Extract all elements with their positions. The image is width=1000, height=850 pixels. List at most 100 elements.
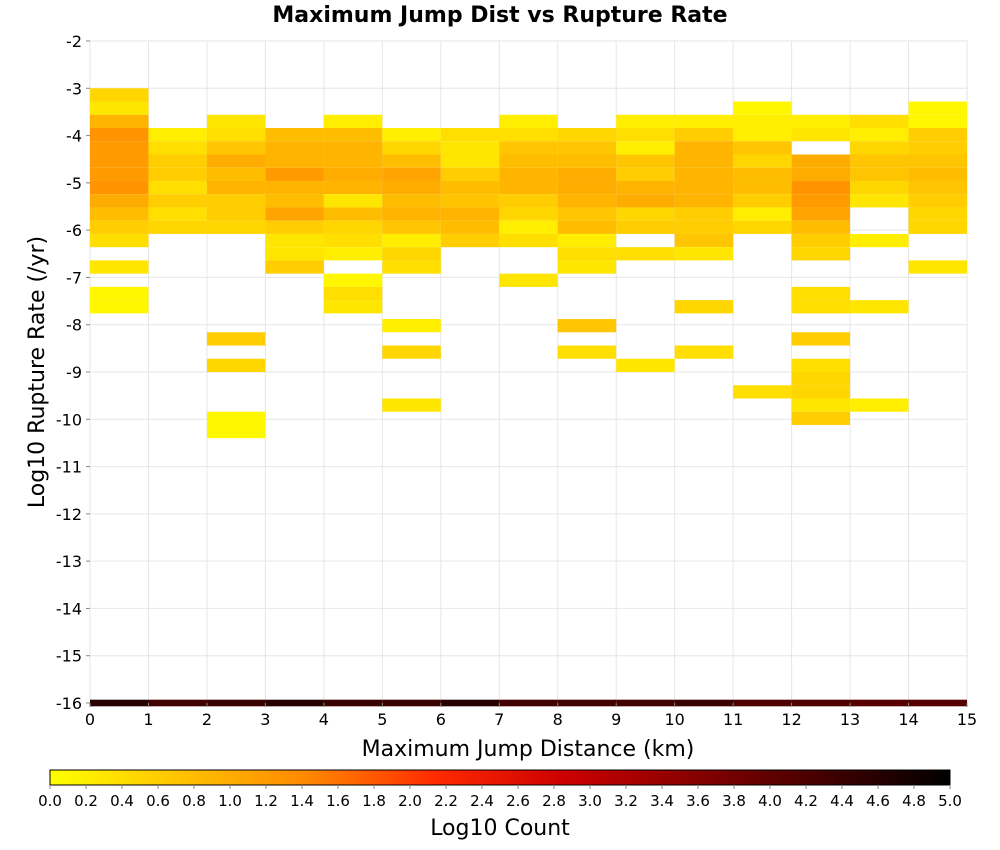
heatmap-cell <box>323 114 383 129</box>
heatmap-cell <box>265 233 324 248</box>
heatmap-cell <box>499 194 558 208</box>
heatmap-cell <box>265 247 324 261</box>
chart-title: Maximum Jump Dist vs Rupture Rate <box>272 3 727 28</box>
heatmap-cell <box>499 207 558 221</box>
heatmap-cell <box>90 207 149 221</box>
heatmap-cell <box>908 207 967 221</box>
heatmap-cell-bottom <box>674 699 734 707</box>
heatmap-cell <box>440 233 500 248</box>
heatmap-cell <box>733 154 792 168</box>
y-tick-label: -16 <box>56 694 82 713</box>
x-tick-label: 11 <box>723 710 743 729</box>
heatmap-cell <box>323 273 383 287</box>
heatmap-cell <box>791 411 851 425</box>
heatmap-cell <box>148 128 207 142</box>
heatmap-cell <box>440 194 500 208</box>
heatmap-cell <box>90 233 149 248</box>
heatmap-cell <box>90 286 149 301</box>
heatmap-cell <box>382 319 441 333</box>
heatmap-cell <box>265 220 324 234</box>
heatmap-cell <box>90 128 149 142</box>
heatmap-cell <box>382 154 441 168</box>
y-tick-label: -6 <box>66 221 82 240</box>
x-tick-label: 13 <box>840 710 860 729</box>
y-axis-title: Log10 Rupture Rate (/yr) <box>25 236 50 508</box>
heatmap-cell <box>440 167 500 181</box>
heatmap-cell <box>674 141 734 155</box>
heatmap-cell <box>148 154 207 168</box>
heatmap-cell <box>908 141 967 155</box>
colorbar-tick-label: 0.4 <box>110 792 134 810</box>
heatmap-cell <box>323 300 383 314</box>
heatmap-cell <box>850 300 909 314</box>
y-tick-label: -4 <box>66 127 82 146</box>
heatmap-cell <box>323 233 383 248</box>
heatmap-cell <box>791 233 851 248</box>
heatmap-cell-bottom <box>148 699 207 707</box>
heatmap-cell <box>323 247 383 261</box>
heatmap-cell <box>323 128 383 142</box>
heatmap-cell <box>382 233 441 248</box>
heatmap-cell <box>616 167 675 181</box>
heatmap-cell <box>791 128 851 142</box>
heatmap-cell-bottom <box>90 699 149 707</box>
heatmap-cell <box>499 128 558 142</box>
heatmap-cell <box>616 180 675 195</box>
heatmap-cell <box>850 398 909 412</box>
heatmap-cell <box>440 128 500 142</box>
heatmap-cell-bottom <box>382 699 441 707</box>
x-tick-label: 5 <box>377 710 387 729</box>
x-tick-label: 12 <box>781 710 801 729</box>
heatmap-cell <box>616 207 675 221</box>
heatmap-cell <box>265 207 324 221</box>
colorbar-tick-label: 1.2 <box>254 792 278 810</box>
heatmap-cell <box>791 300 851 314</box>
heatmap-cell <box>440 141 500 155</box>
y-tick-label: -10 <box>56 410 82 429</box>
heatmap-cell-bottom <box>616 699 675 707</box>
heatmap-cell <box>323 154 383 168</box>
heatmap-cell <box>265 194 324 208</box>
heatmap-cell <box>850 167 909 181</box>
heatmap-cell <box>557 319 617 333</box>
x-axis-ticks: 0 1 2 3 4 5 6 7 8 9 10 11 12 13 14 15 <box>85 703 977 729</box>
heatmap-cell <box>850 154 909 168</box>
heatmap-cell <box>791 154 851 168</box>
x-axis-title: Maximum Jump Distance (km) <box>362 737 695 762</box>
heatmap-cell <box>265 180 324 195</box>
heatmap-cell <box>90 167 149 181</box>
heatmap-cell <box>382 398 441 412</box>
heatmap-cell-bottom <box>440 699 500 707</box>
heatmap-cell <box>557 180 617 195</box>
heatmap-cell <box>557 154 617 168</box>
colorbar-tick-label: 2.4 <box>470 792 494 810</box>
heatmap-cell <box>850 114 909 129</box>
heatmap-cell <box>908 220 967 234</box>
heatmap-cell <box>206 141 266 155</box>
heatmap-cell-bottom <box>908 699 967 707</box>
heatmap-cell <box>206 167 266 181</box>
heatmap-cell <box>908 154 967 168</box>
heatmap-cell <box>382 141 441 155</box>
heatmap-cell-bottom <box>323 699 383 707</box>
colorbar-tick-label: 1.4 <box>290 792 314 810</box>
heatmap-cell <box>850 141 909 155</box>
heatmap-cell <box>733 128 792 142</box>
y-tick-label: -5 <box>66 174 82 193</box>
heatmap-cell <box>674 167 734 181</box>
heatmap-cell <box>850 233 909 248</box>
heatmap-cell <box>733 180 792 195</box>
heatmap-cell <box>674 154 734 168</box>
heatmap-cell <box>557 260 617 274</box>
heatmap-cell <box>557 141 617 155</box>
heatmap-cell <box>382 220 441 234</box>
x-tick-label: 15 <box>957 710 977 729</box>
heatmap-cell-bottom <box>850 699 909 707</box>
heatmap-cell <box>791 398 851 412</box>
colorbar-tick-label: 1.8 <box>362 792 386 810</box>
heatmap-cell <box>733 207 792 221</box>
heatmap-cell <box>265 141 324 155</box>
colorbar-tick-label: 2.2 <box>434 792 458 810</box>
heatmap-cell <box>499 167 558 181</box>
